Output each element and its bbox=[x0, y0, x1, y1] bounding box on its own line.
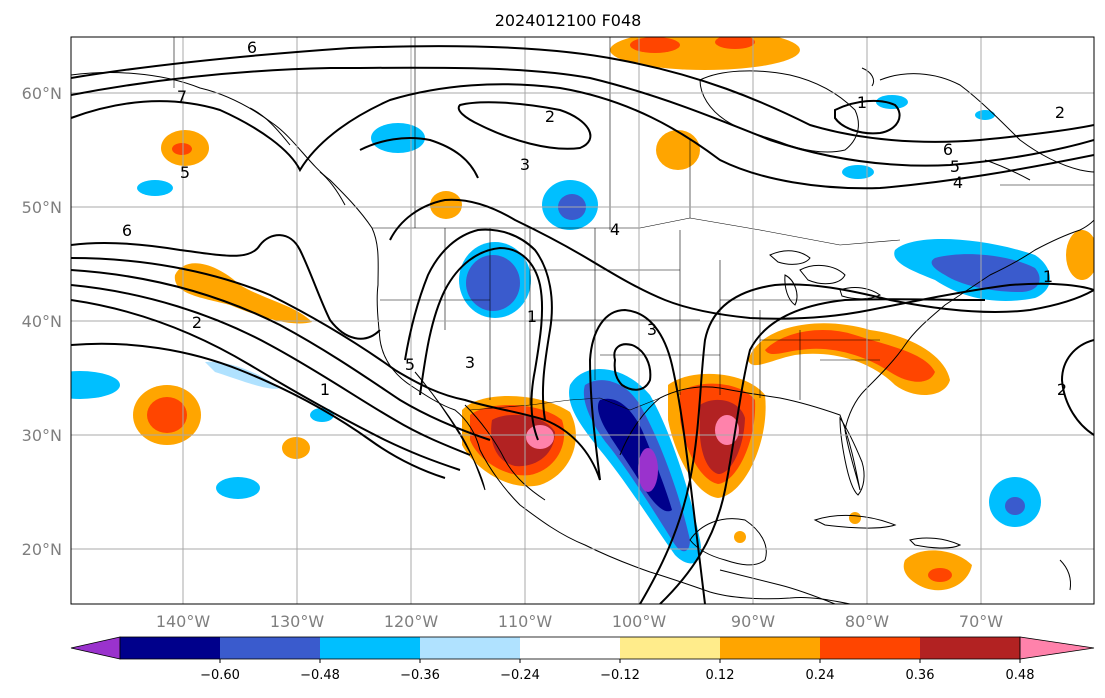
anomaly-positive bbox=[430, 191, 462, 219]
colorbar-segment bbox=[820, 637, 920, 659]
anomaly-positive bbox=[656, 130, 700, 170]
colorbar-segment bbox=[320, 637, 420, 659]
contour-label: 1 bbox=[527, 307, 537, 326]
lon-label: 80°W bbox=[845, 612, 889, 631]
contour-label: 7 bbox=[177, 87, 187, 106]
colorbar-segment bbox=[620, 637, 720, 659]
anomaly-negative bbox=[975, 110, 995, 120]
anomaly-positive bbox=[748, 323, 950, 396]
lon-label: 100°W bbox=[612, 612, 667, 631]
contour-label: 4 bbox=[953, 173, 963, 192]
contour-labels: 6 7 2 3 5 6 2 1 3 4 5 1 3 1 6 5 4 1 2 2 bbox=[122, 38, 1067, 399]
colorbar-segment bbox=[720, 637, 820, 659]
colorbar-tick-label: 0.36 bbox=[906, 668, 935, 683]
colorbar-segment bbox=[420, 637, 520, 659]
anomaly-positive bbox=[462, 395, 576, 487]
contour-label: 2 bbox=[1057, 380, 1067, 399]
lon-label: 70°W bbox=[959, 612, 1003, 631]
anomaly-negative bbox=[71, 371, 120, 399]
anomaly-negative bbox=[459, 242, 531, 318]
anomaly-negative bbox=[569, 368, 701, 564]
colorbar-tick-label: 0.48 bbox=[1006, 668, 1035, 683]
colorbar-segment bbox=[520, 637, 620, 659]
contour-label: 2 bbox=[192, 313, 202, 332]
lon-label: 90°W bbox=[731, 612, 775, 631]
contour-label: 2 bbox=[1055, 103, 1065, 122]
anomaly-positive bbox=[610, 37, 800, 70]
anomaly-negative bbox=[989, 477, 1041, 527]
anomaly-positive bbox=[161, 130, 209, 166]
contour-label: 5 bbox=[950, 157, 960, 176]
anomaly-positive bbox=[903, 550, 972, 591]
anomaly-positive bbox=[174, 263, 312, 324]
contour-label: 4 bbox=[610, 220, 620, 239]
longitude-labels: 140°W 130°W 120°W 110°W 100°W 90°W 80°W … bbox=[156, 612, 1003, 631]
latitude-labels: 60°N 50°N 40°N 30°N 20°N bbox=[22, 84, 62, 559]
colorbar-segments bbox=[70, 636, 1095, 660]
contour-label: 5 bbox=[180, 163, 190, 182]
political-borders bbox=[173, 37, 1094, 411]
contour-label: 2 bbox=[545, 107, 555, 126]
lon-label: 140°W bbox=[156, 612, 211, 631]
colorbar-tick-label: −0.24 bbox=[500, 668, 540, 683]
anomaly-positive bbox=[849, 512, 861, 524]
anomaly-positive bbox=[133, 385, 201, 445]
colorbar-tick-label: −0.60 bbox=[200, 668, 240, 683]
lat-label: 40°N bbox=[22, 312, 62, 331]
contour-label: 1 bbox=[857, 93, 867, 112]
colorbar-tick-label: −0.12 bbox=[600, 668, 640, 683]
anomaly-positive bbox=[282, 437, 310, 459]
anomaly-negative bbox=[216, 477, 260, 499]
lat-label: 50°N bbox=[22, 198, 62, 217]
map-plot-area: 6 7 2 3 5 6 2 1 3 4 5 1 3 1 6 5 4 1 2 2 bbox=[71, 37, 1094, 604]
colorbar-tick-label: 0.24 bbox=[806, 668, 835, 683]
contour-label: 5 bbox=[405, 355, 415, 374]
anomaly-negative bbox=[205, 361, 280, 389]
colorbar: −0.60 −0.48 −0.36 −0.24 −0.12 0.12 0.24 0.36 0.4… bbox=[70, 636, 1095, 683]
map-frame bbox=[70, 36, 1095, 605]
colorbar-arrow-low bbox=[70, 636, 121, 660]
coastlines bbox=[71, 67, 1094, 604]
anomaly-positive bbox=[734, 531, 746, 543]
contour-label: 6 bbox=[247, 38, 257, 57]
lon-label: 120°W bbox=[384, 612, 439, 631]
anomaly-negative bbox=[842, 165, 874, 179]
contour-label: 1 bbox=[320, 380, 330, 399]
anomaly-negative bbox=[310, 408, 334, 422]
map-title: 2024012100 F048 bbox=[495, 11, 642, 30]
anomaly-negative bbox=[876, 95, 908, 109]
lat-label: 30°N bbox=[22, 426, 62, 445]
colorbar-segment bbox=[220, 637, 320, 659]
colorbar-tick-label: 0.12 bbox=[706, 668, 735, 683]
colorbar-segment bbox=[120, 637, 220, 659]
colorbar-segment bbox=[920, 637, 1020, 659]
lat-label: 60°N bbox=[22, 84, 62, 103]
contour-label: 3 bbox=[520, 155, 530, 174]
lon-label: 110°W bbox=[498, 612, 553, 631]
anomaly-negative bbox=[542, 180, 598, 230]
colorbar-frame bbox=[119, 636, 1021, 660]
colorbar-tick-label: −0.36 bbox=[400, 668, 440, 683]
anomaly-positive bbox=[1066, 230, 1094, 280]
colorbar-ticks: −0.60 −0.48 −0.36 −0.24 −0.12 0.12 0.24 0.36 0.4… bbox=[200, 659, 1035, 683]
contour-label: 6 bbox=[122, 221, 132, 240]
contour-label: 6 bbox=[943, 140, 953, 159]
lat-label: 20°N bbox=[22, 540, 62, 559]
contour-lines bbox=[71, 45, 1094, 604]
contour-label: 1 bbox=[1043, 267, 1053, 286]
contour-label: 3 bbox=[465, 353, 475, 372]
colorbar-arrow-high bbox=[1019, 636, 1095, 660]
contour-label: 3 bbox=[647, 320, 657, 339]
shaded-anomalies bbox=[71, 37, 1094, 591]
anomaly-negative bbox=[137, 180, 173, 196]
lon-label: 130°W bbox=[270, 612, 325, 631]
colorbar-tick-label: −0.48 bbox=[300, 668, 340, 683]
